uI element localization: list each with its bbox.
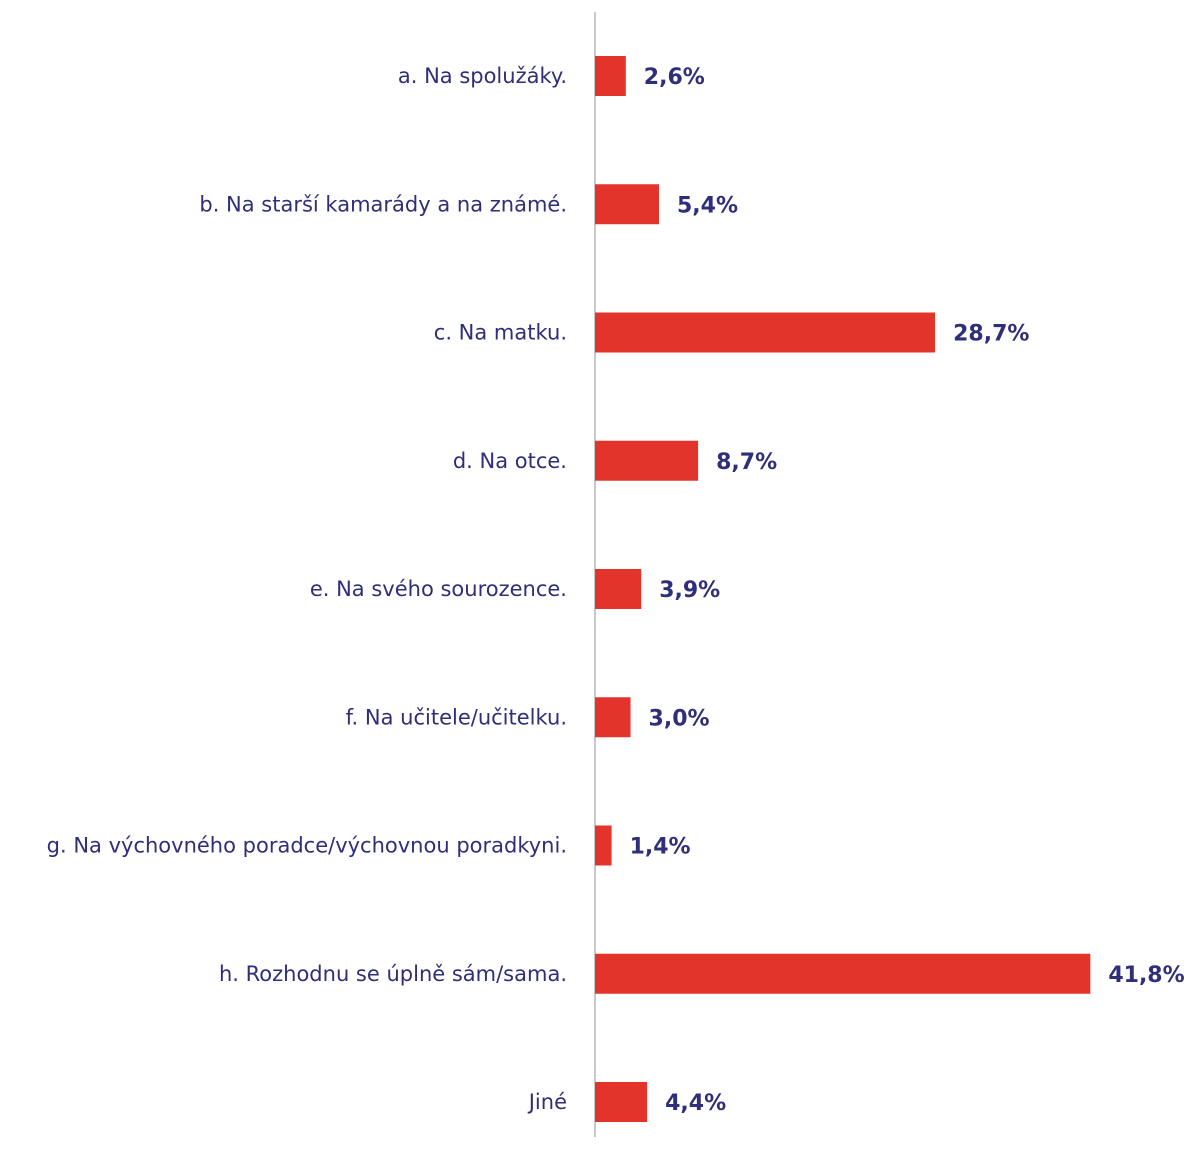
value-label: 5,4% [677, 193, 738, 218]
category-label: b. Na starší kamarády a na známé. [199, 192, 567, 216]
category-label: a. Na spolužáky. [398, 64, 567, 88]
bars-group: a. Na spolužáky. 2,6% b. Na starší kamarád… [47, 56, 1185, 1122]
bar [595, 569, 642, 609]
category-label: c. Na matku. [434, 321, 567, 345]
category-label: f. Na učitele/učitelku. [346, 705, 567, 729]
value-label: 3,0% [649, 706, 710, 731]
bar [595, 825, 612, 866]
value-label: 8,7% [716, 450, 777, 475]
value-label: 3,9% [659, 578, 720, 603]
bar [595, 697, 631, 738]
category-label: d. Na otce. [453, 449, 567, 473]
category-label: e. Na svého sourozence. [310, 577, 567, 601]
category-label: Jiné [527, 1090, 567, 1114]
category-label: g. Na výchovného poradce/výchovnou porad… [47, 834, 567, 858]
bar [595, 56, 626, 96]
value-label: 2,6% [644, 65, 705, 90]
category-label: h. Rozhodnu se úplně sám/sama. [219, 962, 567, 986]
value-label: 41,8% [1108, 963, 1184, 988]
bar [595, 953, 1091, 994]
bar [595, 440, 699, 481]
value-label: 1,4% [630, 835, 691, 860]
bar [595, 184, 659, 225]
value-label: 4,4% [665, 1091, 726, 1116]
bar [595, 1082, 648, 1122]
value-label: 28,7% [953, 322, 1029, 347]
bar [595, 312, 936, 353]
